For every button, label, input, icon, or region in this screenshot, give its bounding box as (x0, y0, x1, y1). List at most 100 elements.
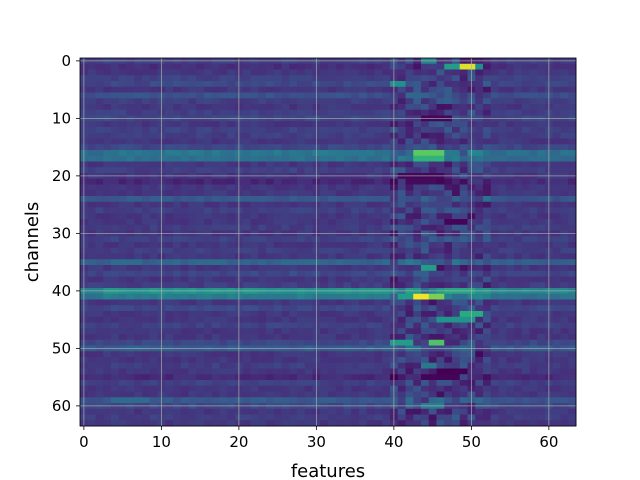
heatmap-cell (258, 121, 267, 128)
heatmap-cell (413, 391, 422, 398)
heatmap-cell (382, 397, 391, 404)
heatmap-cell (266, 408, 275, 415)
heatmap-cell (304, 109, 313, 116)
heatmap-cell (320, 109, 329, 116)
heatmap-cell (328, 69, 337, 76)
heatmap-cell (188, 150, 197, 157)
heatmap-cell (320, 127, 329, 134)
heatmap-cell (413, 207, 422, 214)
heatmap-cell (444, 276, 453, 283)
heatmap-cell (421, 293, 430, 300)
heatmap-cell (250, 104, 259, 111)
heatmap-cell (552, 86, 561, 93)
heatmap-cell (266, 414, 275, 421)
heatmap-cell (490, 253, 499, 260)
heatmap-cell (227, 408, 236, 415)
heatmap-cell (483, 339, 492, 346)
heatmap-cell (552, 259, 561, 266)
heatmap-cell (320, 98, 329, 105)
heatmap-cell (196, 293, 205, 300)
heatmap-cell (490, 92, 499, 99)
heatmap-cell (521, 196, 530, 203)
heatmap-cell (297, 155, 306, 162)
heatmap-cell (397, 328, 406, 335)
heatmap-cell (568, 167, 577, 174)
heatmap-cell (397, 322, 406, 329)
heatmap-cell (196, 69, 205, 76)
heatmap-cell (250, 414, 259, 421)
heatmap-cell (359, 150, 368, 157)
heatmap-cell (165, 121, 174, 128)
heatmap-cell (103, 351, 112, 358)
heatmap-cell (219, 144, 228, 151)
heatmap-cell (118, 224, 127, 231)
heatmap-cell (242, 92, 251, 99)
heatmap-cell (382, 150, 391, 157)
heatmap-cell (413, 219, 422, 226)
heatmap-cell (498, 391, 507, 398)
heatmap-cell (297, 311, 306, 318)
heatmap-cell (335, 368, 344, 375)
heatmap-cell (211, 408, 220, 415)
heatmap-cell (328, 414, 337, 421)
heatmap-cell (343, 63, 352, 70)
heatmap-cell (142, 293, 151, 300)
heatmap-cell (134, 98, 143, 105)
heatmap-cell (397, 247, 406, 254)
heatmap-cell (483, 293, 492, 300)
heatmap-cell (452, 397, 461, 404)
heatmap-cell (359, 265, 368, 272)
heatmap-cell (483, 213, 492, 220)
heatmap-cell (498, 265, 507, 272)
heatmap-cell (351, 150, 360, 157)
heatmap-cell (490, 86, 499, 93)
heatmap-cell (506, 196, 515, 203)
heatmap-cell (475, 270, 484, 277)
heatmap-cell (444, 385, 453, 392)
heatmap-cell (436, 276, 445, 283)
heatmap-cell (506, 368, 515, 375)
heatmap-cell (196, 414, 205, 421)
heatmap-cell (204, 299, 213, 306)
heatmap-cell (560, 247, 569, 254)
heatmap-cell (568, 276, 577, 283)
heatmap-cell (111, 339, 120, 346)
heatmap-cell (149, 98, 158, 105)
heatmap-cell (281, 155, 290, 162)
heatmap-cell (111, 265, 120, 272)
heatmap-cell (103, 98, 112, 105)
heatmap-cell (304, 368, 313, 375)
heatmap-cell (568, 201, 577, 208)
heatmap-cell (304, 201, 313, 208)
heatmap-cell (219, 81, 228, 88)
heatmap-cell (335, 322, 344, 329)
heatmap-cell (173, 196, 182, 203)
heatmap-cell (134, 397, 143, 404)
heatmap-cell (343, 328, 352, 335)
heatmap-cell (413, 299, 422, 306)
heatmap-cell (281, 328, 290, 335)
heatmap-cell (297, 161, 306, 168)
heatmap-cell (273, 236, 282, 243)
heatmap-cell (444, 334, 453, 341)
heatmap-cell (568, 368, 577, 375)
heatmap-cell (273, 178, 282, 185)
heatmap-cell (196, 322, 205, 329)
heatmap-cell (281, 253, 290, 260)
heatmap-cell (242, 207, 251, 214)
heatmap-cell (111, 150, 120, 157)
heatmap-cell (475, 299, 484, 306)
heatmap-cell (258, 334, 267, 341)
heatmap-cell (250, 259, 259, 266)
heatmap-cell (250, 362, 259, 369)
heatmap-cell (142, 219, 151, 226)
heatmap-cell (490, 299, 499, 306)
heatmap-cell (421, 316, 430, 323)
heatmap-cell (506, 299, 515, 306)
heatmap-cell (204, 104, 213, 111)
heatmap-cell (180, 299, 189, 306)
heatmap-cell (366, 92, 375, 99)
heatmap-cell (258, 219, 267, 226)
heatmap-cell (405, 397, 414, 404)
heatmap-cell (258, 92, 267, 99)
